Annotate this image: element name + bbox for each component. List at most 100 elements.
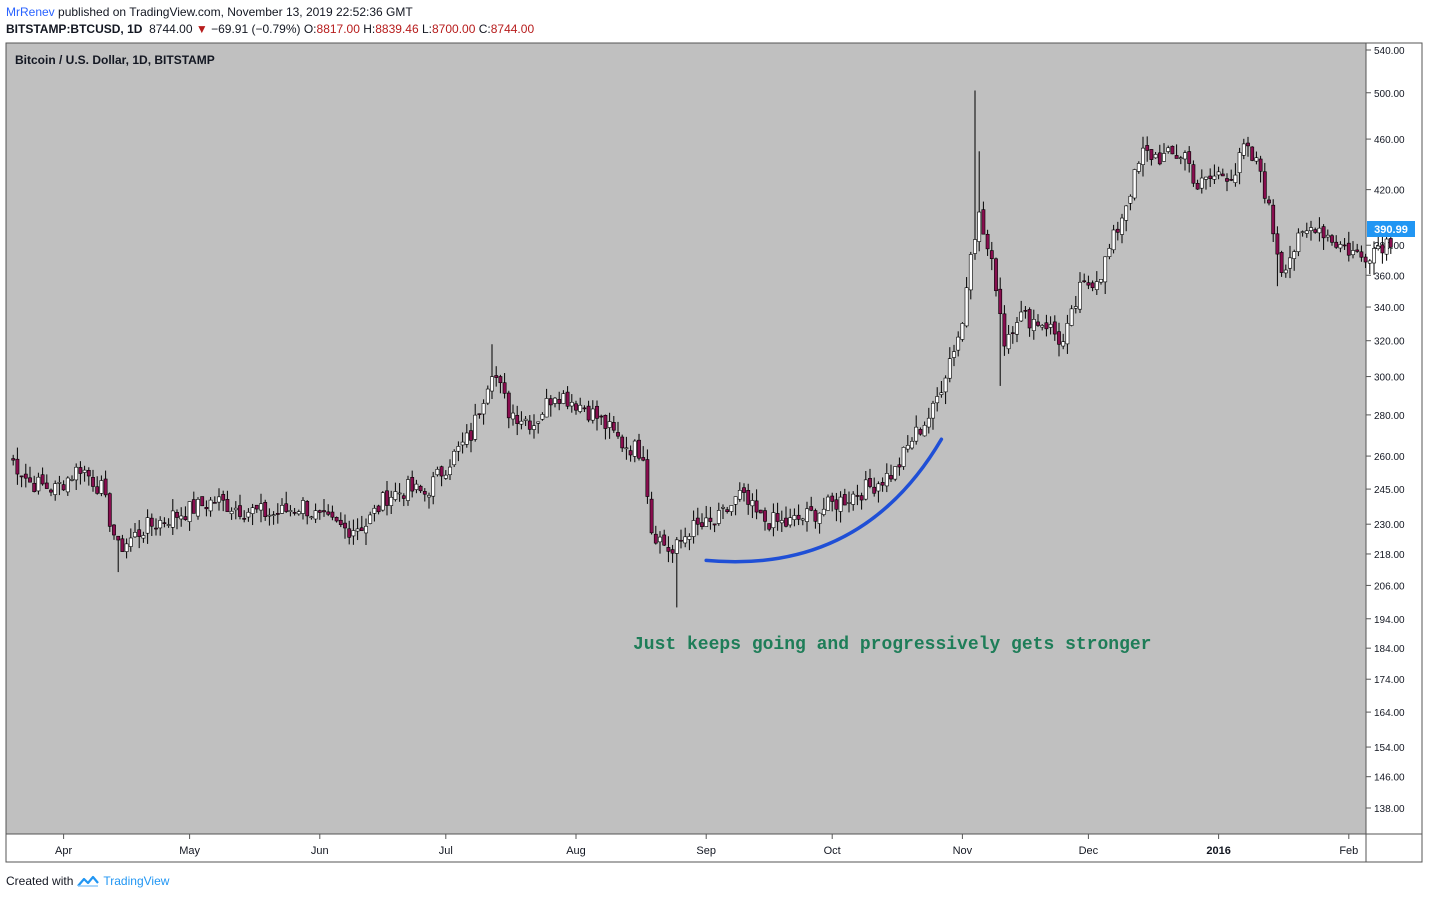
candle-body xyxy=(1267,199,1271,204)
candle-body xyxy=(263,501,268,517)
candle-body xyxy=(359,527,364,531)
candle-body xyxy=(112,524,116,536)
price-tick-label: 230.00 xyxy=(1374,520,1405,531)
candle-body xyxy=(158,520,163,529)
candle-body xyxy=(1338,244,1343,249)
candle-body xyxy=(187,501,192,522)
candle-body xyxy=(511,412,515,420)
candle-body xyxy=(842,494,847,506)
candle-body xyxy=(1346,242,1351,256)
candle-body xyxy=(935,396,940,404)
time-tick-label: Sep xyxy=(696,845,716,857)
candle-body xyxy=(250,507,255,514)
price-tick-label: 340.00 xyxy=(1374,303,1405,314)
candle-body xyxy=(469,430,473,441)
candle-body xyxy=(868,478,872,487)
candle-body xyxy=(641,457,646,461)
price-tick-label: 154.00 xyxy=(1374,743,1405,754)
candle-body xyxy=(212,502,217,504)
candle-body xyxy=(36,476,41,492)
candle-body xyxy=(590,408,595,421)
candle-body xyxy=(817,512,822,524)
candle-body xyxy=(1073,306,1078,309)
candle-body xyxy=(242,518,247,520)
candle-body xyxy=(821,508,826,515)
candle-body xyxy=(616,432,620,437)
candle-body xyxy=(582,407,587,410)
candle-body xyxy=(460,441,465,446)
candle-body xyxy=(1120,217,1124,235)
price-tick-label: 174.00 xyxy=(1374,675,1405,686)
candle-body xyxy=(775,513,780,522)
chart-title: Bitcoin / U.S. Dollar, 1D, BITSTAMP xyxy=(15,53,215,67)
candle-body xyxy=(943,377,948,393)
candle-body xyxy=(968,254,973,291)
time-tick-label: Aug xyxy=(566,845,586,857)
last-price: 8744.00 xyxy=(149,22,193,36)
candle-body xyxy=(1355,249,1360,252)
candle-body xyxy=(137,529,142,537)
symbol-label: BITSTAMP:BTCUSD, 1D xyxy=(6,22,143,36)
candle-body xyxy=(855,495,860,497)
time-tick-label: 2016 xyxy=(1206,845,1230,857)
candle-body xyxy=(519,420,524,425)
candle-body xyxy=(1254,157,1259,162)
candle-body xyxy=(355,528,360,532)
tradingview-link[interactable]: TradingView xyxy=(103,874,170,888)
candle-body xyxy=(1233,174,1238,183)
candle-body xyxy=(704,517,709,527)
candle-body xyxy=(1178,157,1183,160)
candle-body xyxy=(338,519,343,526)
candle-body xyxy=(586,405,591,421)
candle-body xyxy=(217,496,221,503)
candle-body xyxy=(238,505,242,517)
candle-body xyxy=(620,436,625,449)
candle-body xyxy=(922,424,927,437)
candle-body xyxy=(989,250,994,259)
candle-body xyxy=(691,520,696,537)
candle-body xyxy=(926,417,931,428)
candle-body xyxy=(796,514,801,520)
candle-body xyxy=(792,515,797,520)
candle-body xyxy=(847,502,851,504)
candle-body xyxy=(683,536,688,544)
candle-body xyxy=(708,517,713,522)
candle-body xyxy=(473,414,478,440)
candle-body xyxy=(296,511,301,515)
candle-body xyxy=(1099,279,1103,283)
candle-body xyxy=(204,507,209,510)
candle-body xyxy=(154,527,158,530)
candle-body xyxy=(1052,321,1057,335)
candle-body xyxy=(91,477,95,487)
candle-body xyxy=(490,376,494,392)
price-tick-label: 194.00 xyxy=(1374,615,1405,626)
published-text: published on TradingView.com, November 1… xyxy=(58,5,413,19)
candle-body xyxy=(1078,281,1082,310)
candle-body xyxy=(838,496,843,512)
candle-body xyxy=(124,543,129,552)
candle-body xyxy=(1275,233,1280,255)
time-axis-area[interactable] xyxy=(6,834,1422,862)
candle-body xyxy=(826,496,830,511)
candle-body xyxy=(494,375,499,378)
candle-body xyxy=(275,513,280,515)
candle-body xyxy=(99,480,104,494)
candle-body xyxy=(1006,334,1011,350)
price-tick-label: 540.00 xyxy=(1374,46,1405,57)
candle-body xyxy=(1237,152,1242,173)
author-link[interactable]: MrRenev xyxy=(6,5,55,19)
candle-body xyxy=(406,479,410,501)
candle-body xyxy=(347,528,352,538)
candle-body xyxy=(145,517,150,534)
low-label: L: xyxy=(421,22,432,36)
candle-body xyxy=(1057,331,1061,345)
candle-body xyxy=(754,500,759,513)
candle-body xyxy=(784,517,788,527)
candle-body xyxy=(1157,152,1162,165)
candle-body xyxy=(427,495,431,498)
candle-body xyxy=(1103,256,1108,283)
candle-body xyxy=(225,499,230,512)
candle-body xyxy=(687,536,692,540)
candle-body xyxy=(788,517,793,526)
